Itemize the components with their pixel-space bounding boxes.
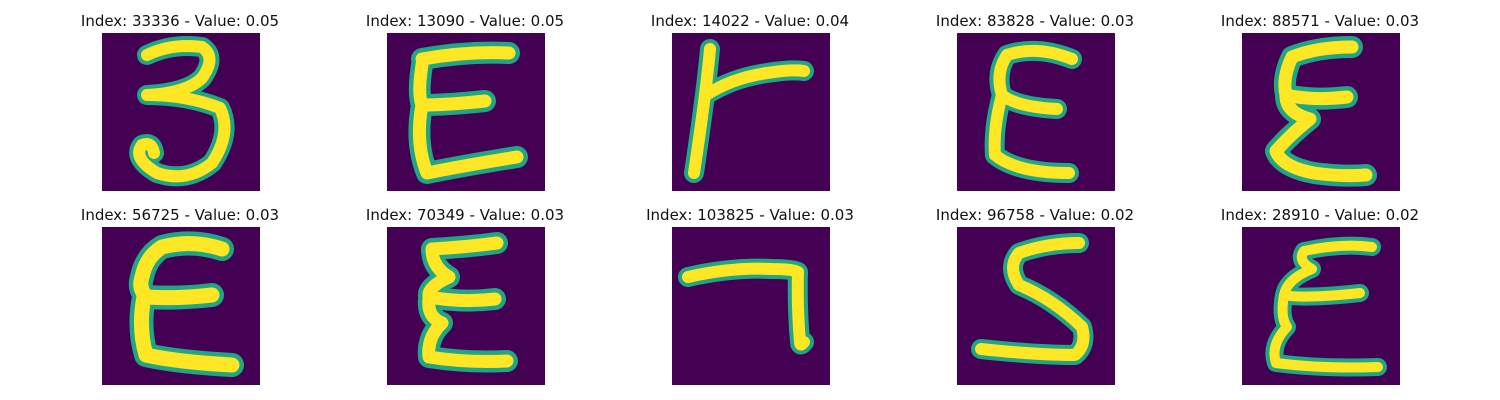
image-panel: Index: 96758 - Value: 0.02 bbox=[892, 205, 1178, 390]
glyph-epsilon-shape-icon bbox=[128, 231, 244, 377]
image-panel: Index: 56725 - Value: 0.03 bbox=[37, 205, 323, 390]
image-panel: Index: 13090 - Value: 0.05 bbox=[322, 11, 608, 196]
image-panel: Index: 28910 - Value: 0.02 bbox=[1177, 205, 1463, 390]
digit-image bbox=[387, 227, 545, 385]
digit-image bbox=[387, 33, 545, 191]
glyph-epsilon-shape-icon bbox=[1265, 36, 1377, 187]
panel-title: Index: 14022 - Value: 0.04 bbox=[650, 12, 850, 30]
panel-title: Index: 56725 - Value: 0.03 bbox=[80, 206, 280, 224]
image-panel: Index: 14022 - Value: 0.04 bbox=[607, 11, 893, 196]
image-panel: Index: 70349 - Value: 0.03 bbox=[322, 205, 608, 390]
panel-title: Index: 103825 - Value: 0.03 bbox=[646, 206, 854, 224]
digit-image bbox=[1242, 33, 1400, 191]
panel-title: Index: 33336 - Value: 0.05 bbox=[80, 12, 280, 30]
image-panel: Index: 103825 - Value: 0.03 bbox=[607, 205, 893, 390]
panel-title: Index: 70349 - Value: 0.03 bbox=[365, 206, 565, 224]
digit-image bbox=[1242, 227, 1400, 385]
glyph-5-shape-icon bbox=[971, 233, 1094, 365]
panel-title: Index: 13090 - Value: 0.05 bbox=[365, 12, 565, 30]
panel-title: Index: 28910 - Value: 0.02 bbox=[1220, 206, 1420, 224]
image-panel: Index: 83828 - Value: 0.03 bbox=[892, 11, 1178, 196]
glyph-epsilon-shape-icon bbox=[408, 41, 528, 184]
glyph-epsilon-shape-icon bbox=[984, 40, 1082, 183]
digit-image bbox=[102, 227, 260, 385]
glyph-epsilon-shape-icon bbox=[1265, 236, 1387, 377]
digit-image bbox=[102, 33, 260, 191]
glyph-epsilon-shape-icon bbox=[417, 232, 518, 373]
glyph-7-shape-icon bbox=[678, 258, 814, 355]
image-panel: Index: 88571 - Value: 0.03 bbox=[1177, 11, 1463, 196]
digit-image bbox=[672, 33, 830, 191]
panel-title: Index: 88571 - Value: 0.03 bbox=[1220, 12, 1420, 30]
digit-image bbox=[957, 227, 1115, 385]
image-panel: Index: 33336 - Value: 0.05 bbox=[37, 11, 323, 196]
digit-image bbox=[957, 33, 1115, 191]
panel-title: Index: 96758 - Value: 0.02 bbox=[935, 206, 1135, 224]
digit-image bbox=[672, 227, 830, 385]
glyph-r-shape-icon bbox=[684, 39, 814, 183]
panel-title: Index: 83828 - Value: 0.03 bbox=[935, 12, 1135, 30]
glyph-3-shape-icon bbox=[129, 36, 235, 187]
